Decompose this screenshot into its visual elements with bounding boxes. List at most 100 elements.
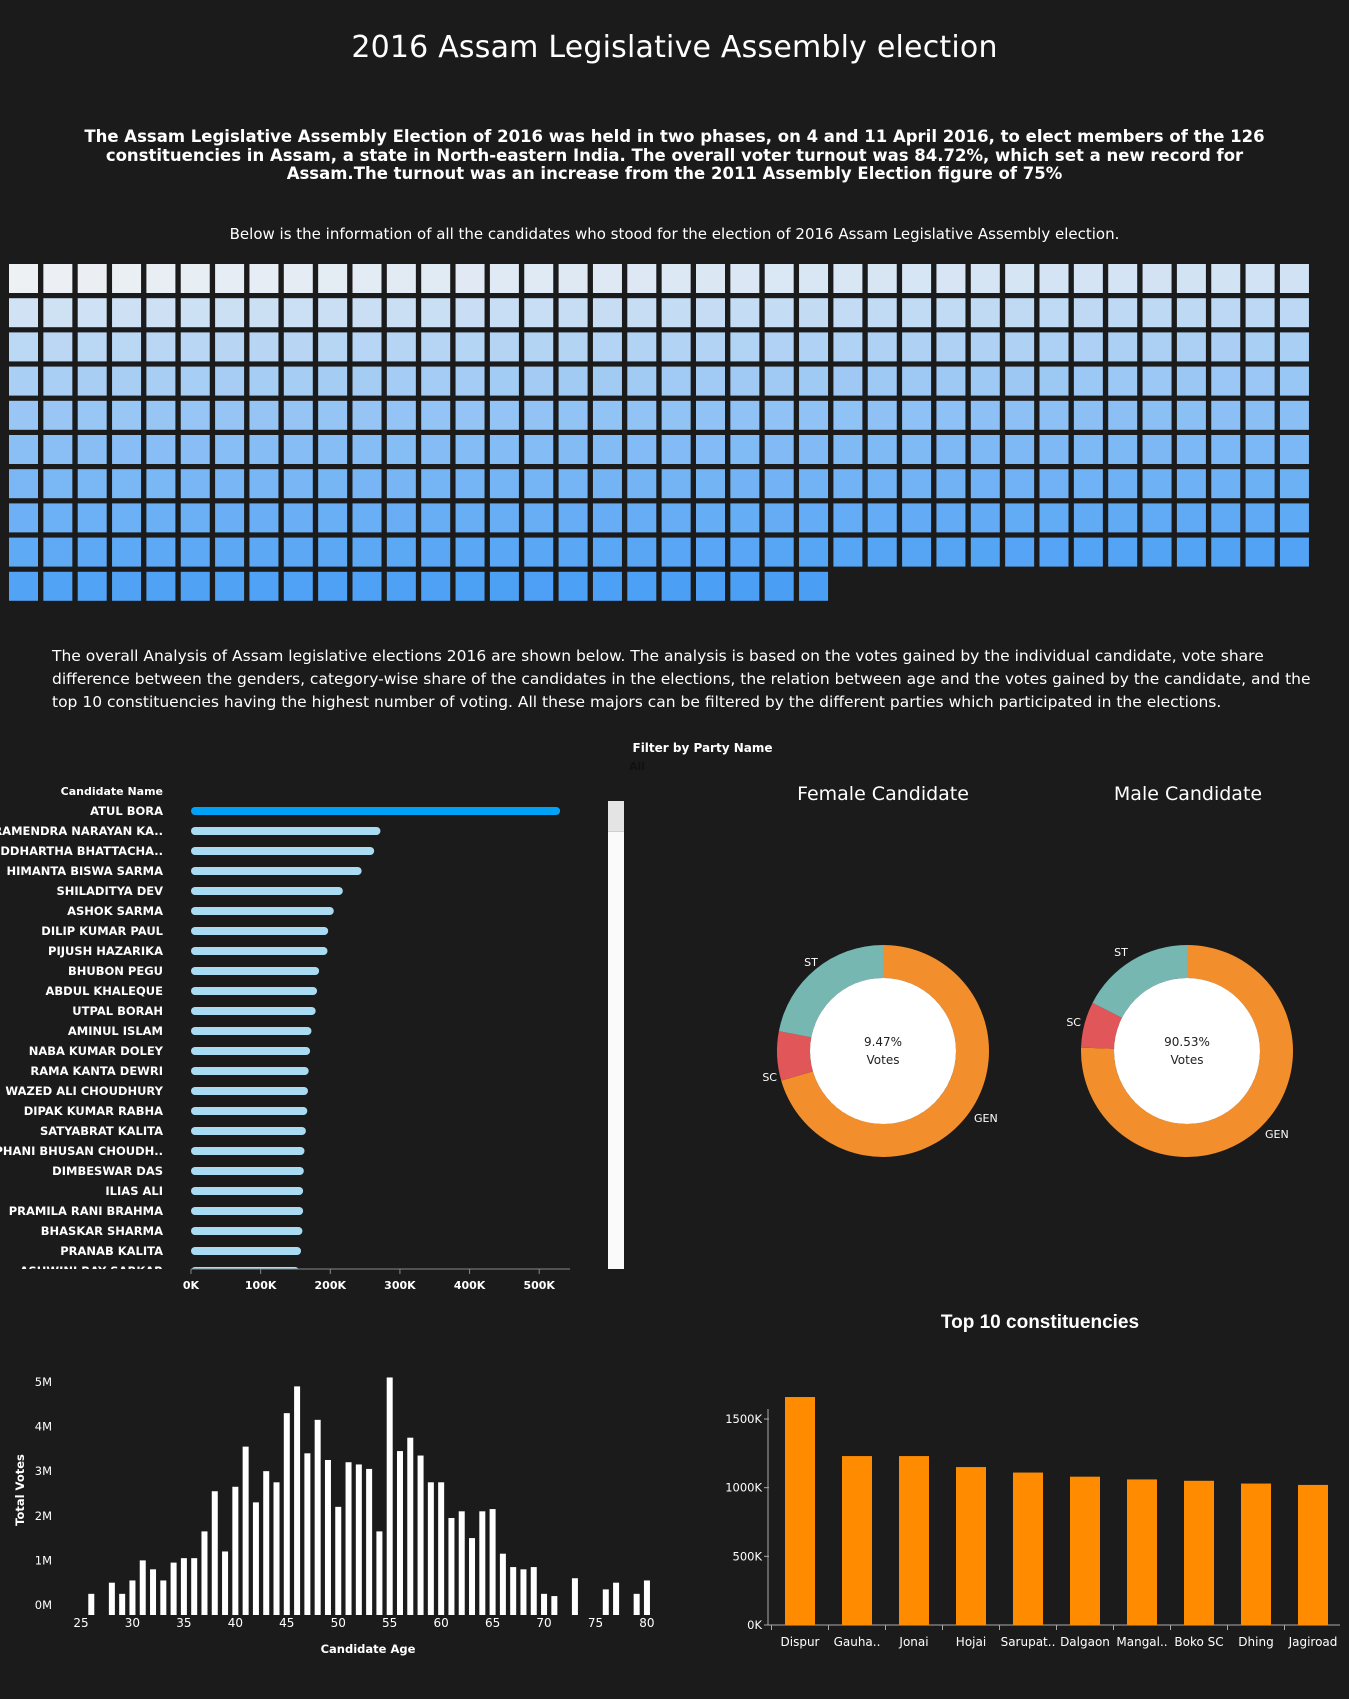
grid-cell xyxy=(421,571,451,601)
age-bar xyxy=(180,1558,187,1615)
grid-cell xyxy=(249,366,279,396)
grid-cell xyxy=(386,400,416,430)
grid-cell xyxy=(489,469,519,499)
grid-cell xyxy=(43,366,73,396)
grid-cell xyxy=(1142,366,1172,396)
grid-cell xyxy=(1245,264,1275,293)
x-tick-label: Jonai xyxy=(898,1635,928,1649)
grid-cell xyxy=(386,435,416,464)
grid-cell xyxy=(180,435,210,464)
grid-cell xyxy=(77,400,107,430)
constituency-bar xyxy=(1013,1472,1043,1625)
grid-cell xyxy=(77,571,107,601)
grid-cell xyxy=(283,435,313,464)
x-tick-label: 65 xyxy=(485,1616,500,1630)
grid-cell xyxy=(1142,435,1172,464)
constituency-bar xyxy=(1298,1484,1328,1625)
grid-cell xyxy=(1279,503,1309,533)
age-bar xyxy=(571,1578,578,1615)
page-title: 2016 Assam Legislative Assembly election xyxy=(351,30,998,65)
grid-cell xyxy=(9,435,38,464)
grid-cell xyxy=(421,298,451,328)
grid-cell xyxy=(9,503,38,533)
grid-cell xyxy=(1176,298,1206,328)
x-tick-label: 200K xyxy=(315,1279,347,1292)
candidate-name-header: Candidate Name xyxy=(60,785,163,798)
grid-cell xyxy=(1005,503,1035,533)
candidate-label: PHANI BHUSAN CHOUDH.. xyxy=(0,1144,163,1158)
grid-cell xyxy=(1073,435,1103,464)
grid-cell xyxy=(146,435,176,464)
grid-cell xyxy=(833,264,863,293)
age-bar xyxy=(304,1453,311,1615)
donut-slice-label: ST xyxy=(1114,946,1128,959)
constituency-bar xyxy=(842,1456,872,1625)
grid-cell xyxy=(1142,469,1172,499)
grid-cell xyxy=(799,469,829,499)
grid-cell xyxy=(283,469,313,499)
grid-cell xyxy=(764,469,794,499)
age-bar xyxy=(520,1569,527,1615)
grid-cell xyxy=(318,400,348,430)
scrollbar-thumb[interactable] xyxy=(608,801,624,832)
grid-cell xyxy=(1108,435,1138,464)
x-tick-label: Dhing xyxy=(1238,1635,1273,1649)
grid-cell xyxy=(696,366,725,396)
donut-center-label: Votes xyxy=(1171,1053,1204,1067)
grid-cell xyxy=(1005,469,1035,499)
grid-cell xyxy=(215,298,245,328)
grid-cell xyxy=(386,366,416,396)
age-bar xyxy=(643,1580,650,1615)
grid-cell xyxy=(318,503,348,533)
grid-cell xyxy=(1245,537,1275,567)
grid-cell xyxy=(970,366,1000,396)
grid-cell xyxy=(970,264,1000,293)
candidate-label: PRAMILA RANI BRAHMA xyxy=(9,1204,163,1218)
party-filter-select[interactable]: All xyxy=(629,760,646,773)
grid-cell xyxy=(1245,366,1275,396)
grid-cell xyxy=(318,571,348,601)
grid-cell xyxy=(215,537,245,567)
grid-cell xyxy=(43,503,73,533)
scrollbar[interactable] xyxy=(608,801,624,1269)
grid-cell xyxy=(283,571,313,601)
grid-cell xyxy=(112,537,142,567)
grid-cell xyxy=(43,435,73,464)
grid-cell xyxy=(146,298,176,328)
grid-cell xyxy=(627,469,657,499)
x-tick-label: 35 xyxy=(176,1616,191,1630)
grid-cell xyxy=(902,366,932,396)
grid-cell xyxy=(764,503,794,533)
candidate-label: DIMBESWAR DAS xyxy=(52,1164,163,1178)
grid-cell xyxy=(902,469,932,499)
grid-cell xyxy=(283,264,313,293)
y-tick-label: 1500K xyxy=(725,1412,762,1426)
grid-cell xyxy=(146,537,176,567)
grid-cell xyxy=(730,332,760,362)
female-donut-title: Female Candidate xyxy=(797,783,969,805)
grid-cell xyxy=(1073,264,1103,293)
grid-cell xyxy=(215,400,245,430)
grid-cell xyxy=(421,264,451,293)
donut-slice-sc xyxy=(777,1031,813,1081)
candidate-bar xyxy=(191,1187,304,1195)
grid-cell xyxy=(902,264,932,293)
grid-cell xyxy=(180,298,210,328)
grid-cell xyxy=(867,298,897,328)
grid-cell xyxy=(1176,400,1206,430)
candidate-bar xyxy=(191,1167,304,1175)
age-bar xyxy=(108,1582,115,1615)
grid-cell xyxy=(1279,435,1309,464)
y-tick-label: 500K xyxy=(733,1549,763,1563)
grid-cell xyxy=(1245,469,1275,499)
candidate-label: RAMENDRA NARAYAN KA.. xyxy=(0,824,163,838)
grid-cell xyxy=(936,400,966,430)
grid-cell xyxy=(43,298,73,328)
grid-cell xyxy=(1176,469,1206,499)
grid-cell xyxy=(489,571,519,601)
grid-cell xyxy=(730,571,760,601)
grid-cell xyxy=(215,332,245,362)
age-bar xyxy=(263,1471,270,1615)
grid-cell xyxy=(352,537,382,567)
male-donut-chart: GEN SC ST 90.53% Votes xyxy=(1066,945,1293,1157)
